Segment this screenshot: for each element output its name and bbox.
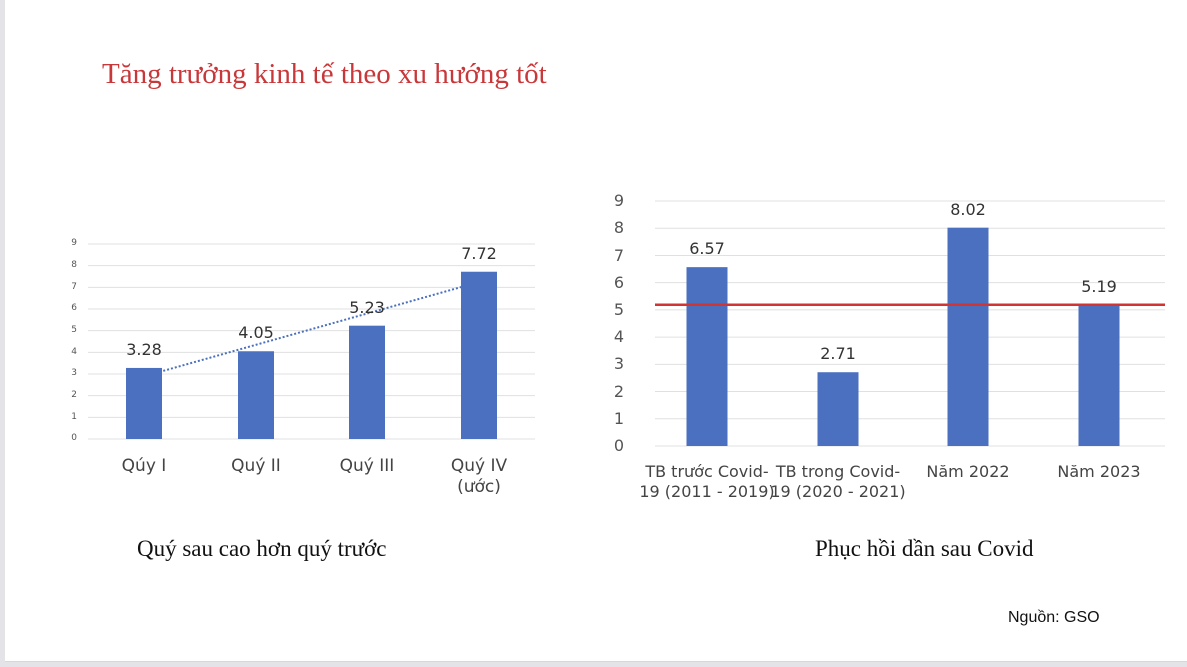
bar bbox=[1078, 304, 1120, 446]
y-axis-tick-label: 2 bbox=[71, 390, 77, 401]
x-axis-category-label: TB trước Covid- 19 (2011 - 2019) bbox=[639, 462, 775, 501]
data-label: 7.72 bbox=[461, 243, 497, 263]
y-axis-tick-label: 5 bbox=[613, 299, 624, 319]
data-label: 5.23 bbox=[349, 297, 385, 317]
x-axis-category-label: Quý II bbox=[231, 456, 281, 476]
x-axis-category-label: Quý IV (ước) bbox=[450, 456, 508, 497]
bar bbox=[817, 372, 859, 446]
data-label: 4.05 bbox=[238, 323, 274, 343]
bar bbox=[126, 367, 162, 439]
y-axis-tick-label: 4 bbox=[71, 346, 77, 357]
data-label: 3.28 bbox=[126, 339, 162, 359]
bar bbox=[461, 271, 497, 439]
data-label: 8.02 bbox=[950, 199, 986, 219]
y-axis-tick-label: 6 bbox=[613, 272, 624, 292]
x-axis-category-label: Năm 2023 bbox=[1057, 462, 1141, 481]
y-axis-tick-label: 3 bbox=[613, 354, 624, 374]
x-axis-category-label: Năm 2022 bbox=[926, 462, 1010, 481]
bar bbox=[686, 267, 728, 446]
right-chart-caption: Phục hồi dần sau Covid bbox=[815, 536, 1034, 561]
x-axis-category-label: Quý III bbox=[339, 456, 395, 476]
y-axis-tick-label: 4 bbox=[613, 327, 624, 347]
y-axis-tick-label: 9 bbox=[71, 238, 77, 249]
x-axis-category-label: TB trong Covid- 19 (2020 - 2021) bbox=[770, 462, 906, 501]
slide-title: Tăng trưởng kinh tế theo xu hướng tốt bbox=[102, 58, 547, 90]
bar bbox=[947, 227, 989, 446]
y-axis-tick-label: 8 bbox=[613, 218, 624, 238]
source-note: Nguồn: GSO bbox=[1008, 609, 1100, 626]
data-label: 2.71 bbox=[820, 344, 856, 364]
y-axis-tick-label: 7 bbox=[613, 245, 624, 265]
y-axis-tick-label: 0 bbox=[613, 436, 624, 456]
x-axis-category-label: Qúy I bbox=[121, 456, 167, 476]
y-axis-tick-label: 7 bbox=[71, 281, 77, 292]
y-axis-tick-label: 2 bbox=[613, 381, 624, 401]
y-axis-tick-label: 6 bbox=[71, 303, 77, 314]
data-label: 5.19 bbox=[1081, 276, 1117, 296]
y-axis-tick-label: 3 bbox=[71, 368, 77, 379]
left-chart-caption: Quý sau cao hơn quý trước bbox=[137, 536, 387, 561]
y-axis-tick-label: 9 bbox=[613, 191, 624, 211]
bar bbox=[238, 351, 274, 439]
data-label: 6.57 bbox=[689, 239, 725, 259]
y-axis-tick-label: 8 bbox=[71, 260, 77, 271]
y-axis-tick-label: 0 bbox=[71, 433, 77, 444]
y-axis-tick-label: 1 bbox=[613, 408, 624, 428]
bar bbox=[349, 325, 385, 439]
y-axis-tick-label: 1 bbox=[71, 411, 77, 422]
y-axis-tick-label: 5 bbox=[71, 325, 77, 336]
